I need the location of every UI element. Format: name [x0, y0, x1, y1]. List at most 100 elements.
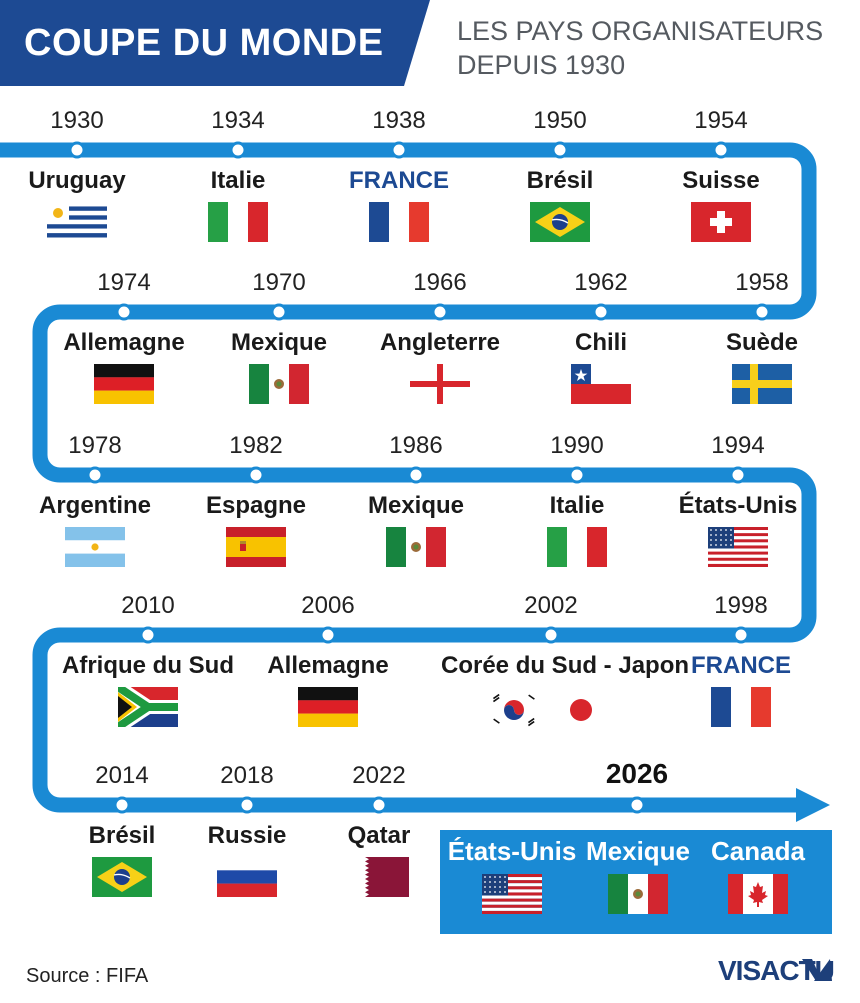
- edition-dot: [68, 141, 86, 159]
- edition-year: 1934: [211, 107, 265, 134]
- edition-year: 1990: [550, 432, 604, 459]
- edition-year: 1950: [533, 107, 587, 134]
- canada-flag-icon: [728, 874, 788, 914]
- germany-flag-icon: [298, 687, 358, 727]
- host-2026-label: Canada: [711, 836, 805, 866]
- edition-year: 1998: [714, 592, 768, 619]
- edition-dot: [247, 466, 265, 484]
- edition-year: 2026: [605, 758, 669, 789]
- host-country-label: Afrique du Sud: [62, 652, 234, 679]
- mexico-flag-icon: [386, 527, 446, 567]
- france-flag-icon: [369, 202, 429, 242]
- italy-flag-icon: [547, 527, 607, 567]
- subtitle-line-2: DEPUIS 1930: [457, 50, 626, 80]
- edition-year: 1938: [372, 107, 426, 134]
- edition-dot: [390, 141, 408, 159]
- mexico-flag-icon: [608, 874, 668, 914]
- edition-dot: [568, 466, 586, 484]
- england-flag-icon: [410, 364, 470, 404]
- page-title: COUPE DU MONDE: [24, 22, 384, 64]
- edition-dot: [139, 626, 157, 644]
- host-country-label: Russie: [207, 822, 287, 849]
- germany-flag-icon: [94, 364, 154, 404]
- visactu-logo-mark: [802, 959, 832, 981]
- host-country-label: Uruguay: [28, 167, 126, 194]
- south-korea-flag-icon: [489, 690, 539, 730]
- italy-flag-icon: [208, 202, 268, 242]
- host-2026-label: Mexique: [585, 836, 691, 866]
- russia-flag-icon: [217, 857, 277, 897]
- uruguay-flag-icon: [47, 202, 107, 242]
- timeline-path: [0, 142, 817, 813]
- usa-flag-icon: [708, 527, 768, 567]
- edition-dot: [86, 466, 104, 484]
- mexico-flag-icon: [249, 364, 309, 404]
- edition-dot: [319, 626, 337, 644]
- host-country-label: Brésil: [526, 167, 594, 194]
- host-country-label: Suisse: [682, 167, 760, 194]
- edition-year: 2018: [220, 762, 274, 789]
- edition-year: 2006: [301, 592, 355, 619]
- france-flag-icon: [711, 687, 771, 727]
- edition-year: 1970: [252, 269, 306, 296]
- edition-year: 1930: [50, 107, 104, 134]
- brazil-flag-icon: [530, 202, 590, 242]
- timeline-arrowhead: [796, 788, 830, 822]
- edition-year: 1974: [97, 269, 151, 296]
- edition-year: 1986: [389, 432, 443, 459]
- usa-flag-icon: [482, 874, 542, 914]
- host-country-label: Allemagne: [267, 652, 389, 679]
- host-country-label: FRANCE: [691, 652, 791, 679]
- edition-dot: [753, 303, 771, 321]
- host-country-label: Italie: [549, 492, 605, 519]
- edition-year: 2010: [121, 592, 175, 619]
- host-country-label: Italie: [210, 167, 266, 194]
- edition-dot: [628, 796, 646, 814]
- edition-year: 1966: [413, 269, 467, 296]
- edition-year: 1978: [68, 432, 122, 459]
- edition-dot: [407, 466, 425, 484]
- edition-year: 2022: [352, 762, 406, 789]
- edition-year: 1982: [229, 432, 283, 459]
- sweden-flag-icon: [732, 364, 792, 404]
- host-country-label: Argentine: [38, 492, 151, 519]
- edition-dot: [551, 141, 569, 159]
- edition-year: 1962: [574, 269, 628, 296]
- source-note: Source : FIFA: [26, 965, 149, 987]
- host-country-label: États-Unis: [678, 492, 798, 519]
- host-country-label: Qatar: [347, 822, 411, 849]
- title-banner-shape: [0, 0, 430, 86]
- switzerland-flag-icon: [691, 202, 751, 242]
- title-banner: COUPE DU MONDE: [0, 0, 430, 86]
- brazil-flag-icon: [92, 857, 152, 897]
- edition-dot: [229, 141, 247, 159]
- edition-dot: [370, 796, 388, 814]
- edition-year: 2002: [524, 592, 578, 619]
- host-country-label: Brésil: [88, 822, 156, 849]
- japan-flag-icon: [556, 690, 606, 730]
- edition-dot: [113, 796, 131, 814]
- south-africa-flag-icon: [118, 687, 178, 727]
- qatar-flag-icon: [349, 857, 409, 897]
- edition-dot: [712, 141, 730, 159]
- subtitle-line-1: LES PAYS ORGANISATEURS: [457, 16, 824, 46]
- argentina-flag-icon: [65, 527, 125, 567]
- edition-dot: [115, 303, 133, 321]
- edition-dot: [270, 303, 288, 321]
- edition-year: 2014: [95, 762, 149, 789]
- edition-dot: [732, 626, 750, 644]
- host-country-label: Angleterre: [379, 329, 501, 356]
- host-country-label: Espagne: [205, 492, 307, 519]
- edition-dot: [238, 796, 256, 814]
- edition-dot: [431, 303, 449, 321]
- host-country-label: Allemagne: [63, 329, 185, 356]
- edition-dot: [542, 626, 560, 644]
- host-country-label: Corée du Sud - Japon: [441, 652, 690, 679]
- host-country-label: Mexique: [230, 329, 328, 356]
- host-country-label: Suède: [725, 329, 799, 356]
- edition-year: 1954: [694, 107, 748, 134]
- edition-dot: [592, 303, 610, 321]
- edition-year: 1958: [735, 269, 789, 296]
- host-country-label: FRANCE: [349, 167, 449, 194]
